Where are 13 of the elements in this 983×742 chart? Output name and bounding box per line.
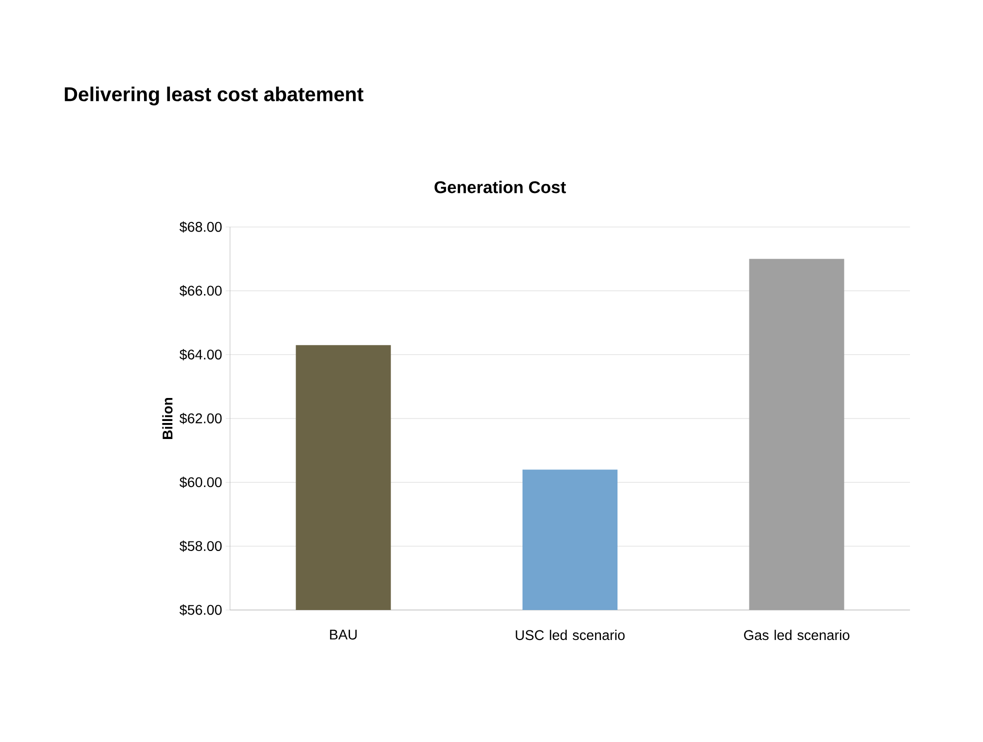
- y-tick-label: $66.00: [180, 285, 222, 296]
- y-axis-title: Billion: [162, 398, 173, 439]
- x-tick-label: USC led scenario: [516, 630, 625, 640]
- chart-subtitle: Generation Cost: [434, 180, 566, 194]
- y-tick-label: $68.00: [180, 221, 222, 233]
- x-tick-label: Gas led scenario: [744, 630, 850, 640]
- y-tick-label: $64.00: [180, 348, 222, 360]
- y-tick-label: $58.00: [180, 540, 222, 552]
- x-tick-label: BAU: [330, 630, 357, 640]
- y-tick-label: $62.00: [180, 412, 222, 424]
- chart-title: Delivering least cost abatement: [64, 86, 364, 106]
- y-tick-label: $56.00: [180, 604, 222, 616]
- y-tick-label: $60.00: [180, 476, 222, 488]
